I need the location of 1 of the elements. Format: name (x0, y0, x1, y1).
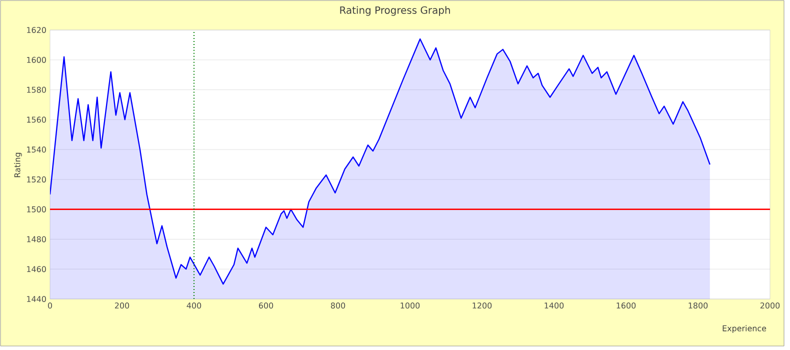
chart-title: Rating Progress Graph (340, 6, 450, 16)
